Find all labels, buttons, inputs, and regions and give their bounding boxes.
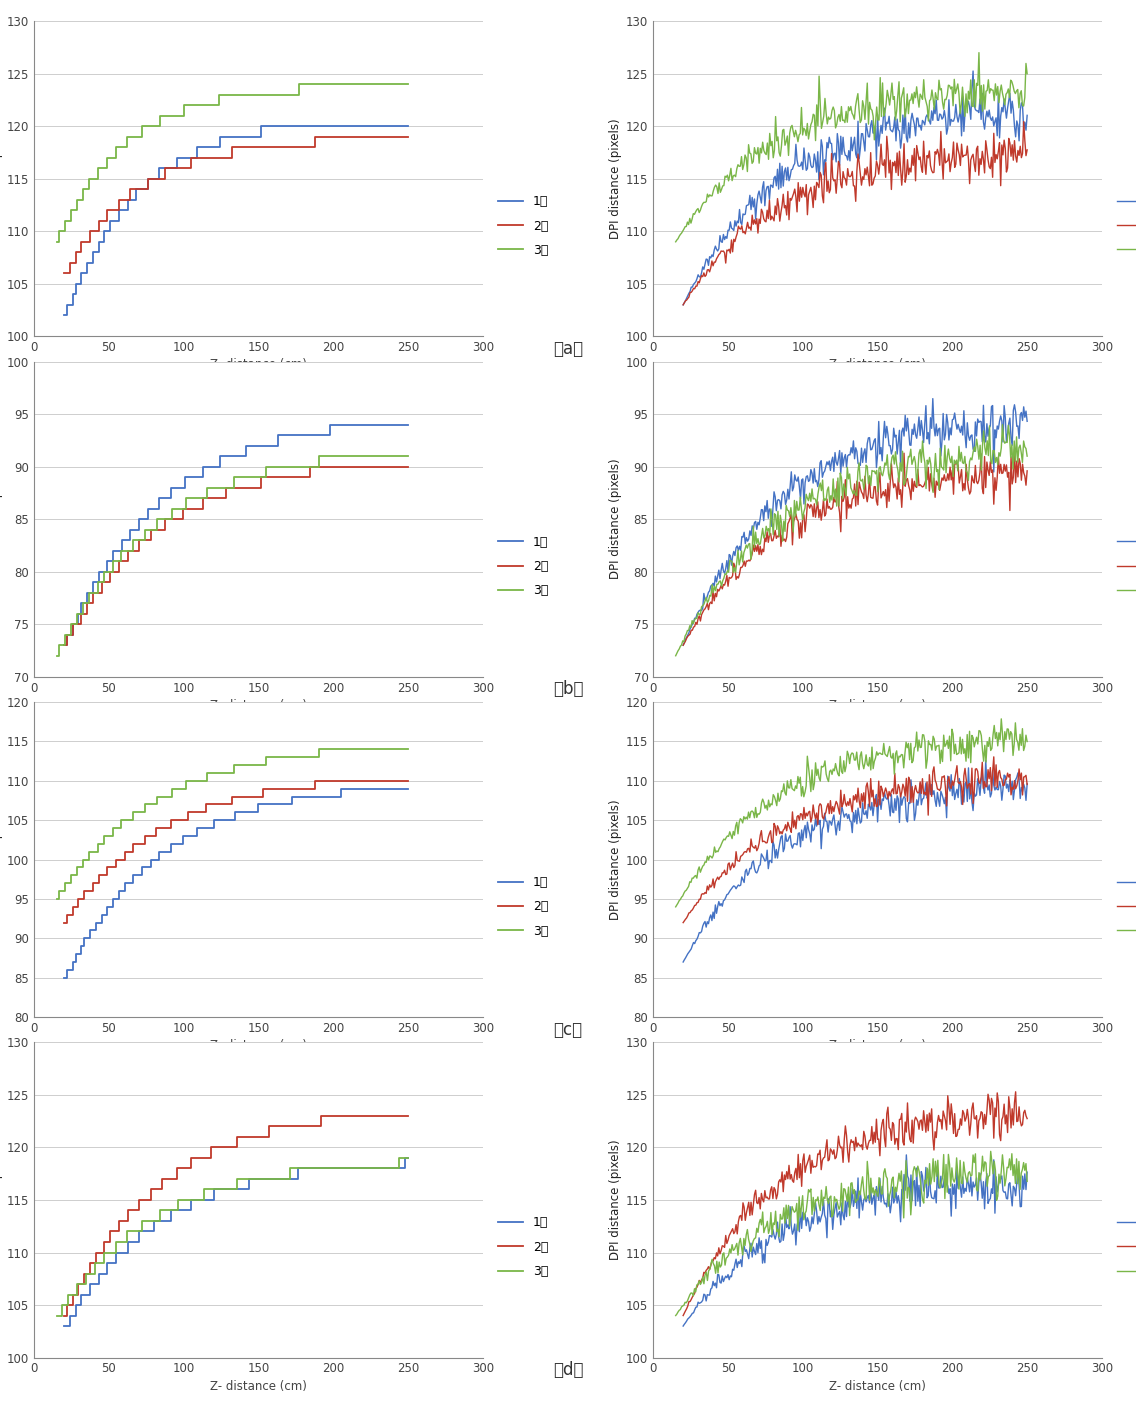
Legend: 1회, 2회, 3회: 1회, 2회, 3회: [498, 536, 549, 597]
Legend: 1회, 2회, 3회: 1회, 2회, 3회: [1117, 876, 1136, 937]
Legend: 1회, 2회, 3회: 1회, 2회, 3회: [498, 1216, 549, 1278]
Text: （b）: （b）: [553, 680, 583, 698]
X-axis label: Z- distance (cm): Z- distance (cm): [829, 358, 926, 371]
X-axis label: Z- distance (cm): Z- distance (cm): [829, 1380, 926, 1393]
X-axis label: Z- distance (cm): Z- distance (cm): [210, 358, 307, 371]
Legend: 1회, 2회, 3회: 1회, 2회, 3회: [498, 876, 549, 937]
Y-axis label: DPI distance (pixels): DPI distance (pixels): [609, 1140, 621, 1260]
Y-axis label: DPI distance (pixels): DPI distance (pixels): [0, 1140, 2, 1260]
Legend: 1회, 2회, 3회: 1회, 2회, 3회: [498, 195, 549, 257]
Text: （d）: （d）: [553, 1362, 583, 1379]
Y-axis label: DPI distance (pixels): DPI distance (pixels): [0, 459, 2, 580]
Y-axis label: DPI distance (pixels): DPI distance (pixels): [0, 799, 2, 920]
Legend: 1회, 2회, 3회: 1회, 2회, 3회: [1117, 536, 1136, 597]
Legend: 1회, 2회, 3회: 1회, 2회, 3회: [1117, 1216, 1136, 1278]
X-axis label: Z- distance (cm): Z- distance (cm): [829, 1038, 926, 1053]
X-axis label: Z- distance (cm): Z- distance (cm): [210, 1038, 307, 1053]
X-axis label: Z- distance (cm): Z- distance (cm): [210, 698, 307, 711]
Legend: 1회, 2회, 3회: 1회, 2회, 3회: [1117, 195, 1136, 257]
X-axis label: Z- distance (cm): Z- distance (cm): [210, 1380, 307, 1393]
Y-axis label: DPI distance (pixels): DPI distance (pixels): [609, 119, 621, 238]
Text: （c）: （c）: [553, 1020, 583, 1038]
Y-axis label: DPI distance (pixels): DPI distance (pixels): [609, 799, 621, 920]
Text: （a）: （a）: [553, 340, 583, 358]
X-axis label: Z- distance (cm): Z- distance (cm): [829, 698, 926, 711]
Y-axis label: DPI distance (pixels): DPI distance (pixels): [0, 119, 2, 238]
Y-axis label: DPI distance (pixels): DPI distance (pixels): [609, 459, 623, 580]
